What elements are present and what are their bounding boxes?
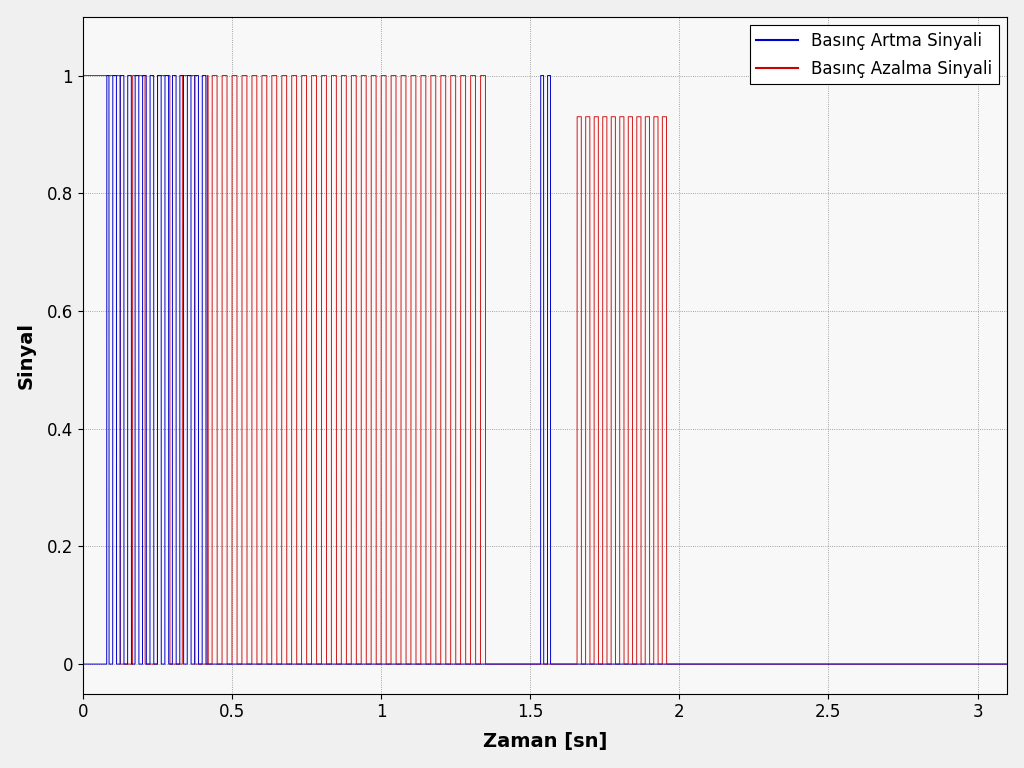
X-axis label: Zaman [sn]: Zaman [sn] [483, 733, 607, 751]
Legend: Basınç Artma Sinyali, Basınç Azalma Sinyali: Basınç Artma Sinyali, Basınç Azalma Siny… [750, 25, 999, 84]
Y-axis label: Sinyal: Sinyal [16, 322, 36, 389]
